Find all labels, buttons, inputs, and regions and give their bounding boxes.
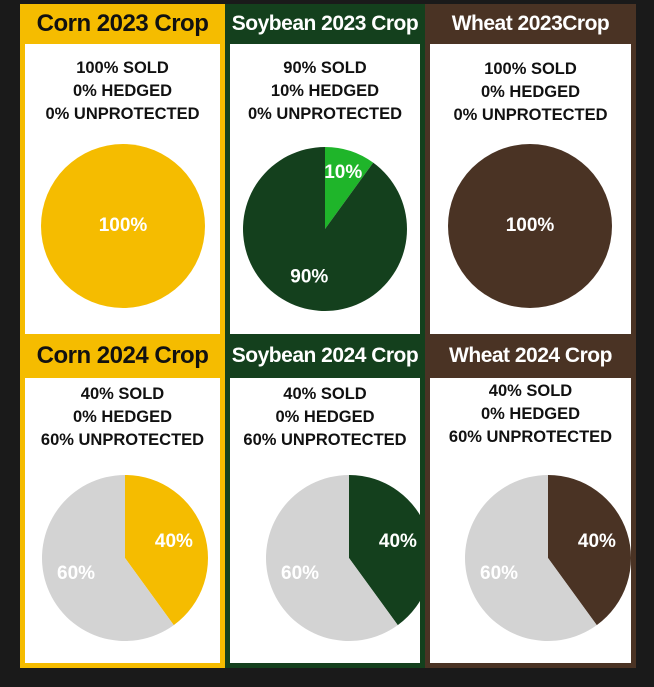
pie-slice-label: 10% (324, 162, 362, 183)
panel-title: Corn 2023 Crop (36, 10, 209, 37)
pie-slice (464, 475, 597, 641)
pie-chart: 40% 60% (265, 475, 425, 641)
pie-slice (548, 475, 631, 626)
panel-soybean-2024: Soybean 2024 Crop 40% SOLD 0% HEDGED 60%… (225, 334, 425, 668)
panel-title: Soybean 2023 Crop (231, 12, 419, 35)
panel-soybean-2023: Soybean 2023 Crop 90% SOLD 10% HEDGED 0%… (225, 4, 425, 334)
crop-protection-grid: Corn 2023 Crop 100% SOLD 0% HEDGED 0% UN… (20, 4, 636, 668)
panel-stats: 90% SOLD 10% HEDGED 0% UNPROTECTED (225, 57, 425, 126)
panel-title: Corn 2024 Crop (36, 342, 209, 369)
pie-slice (125, 475, 208, 626)
panel-stats: 40% SOLD 0% HEDGED 60% UNPROTECTED (225, 383, 425, 452)
unprotected-stat: 0% UNPROTECTED (247, 105, 403, 123)
panel-title: Soybean 2024 Crop (231, 344, 419, 367)
pie-slice-label: 60% (480, 563, 518, 584)
pie-slice-label: 90% (290, 266, 328, 287)
panel-stats: 40% SOLD 0% HEDGED 60% UNPROTECTED (20, 383, 225, 452)
panel-stats: 40% SOLD 0% HEDGED 60% UNPROTECTED (425, 380, 636, 449)
unprotected-stat: 60% UNPROTECTED (243, 431, 407, 449)
pie-slice (325, 147, 374, 229)
unprotected-stat: 60% UNPROTECTED (40, 431, 205, 449)
hedged-stat: 10% HEDGED (270, 82, 380, 100)
unprotected-stat: 60% UNPROTECTED (448, 428, 613, 446)
pie-slice (349, 475, 425, 626)
sold-stat: 90% SOLD (283, 59, 367, 77)
sold-stat: 100% SOLD (484, 60, 577, 78)
panel-stats: 100% SOLD 0% HEDGED 0% UNPROTECTED (425, 58, 636, 127)
pie-slice-label: 60% (281, 563, 319, 584)
sold-stat: 100% SOLD (76, 59, 169, 77)
panel-corn-2024: Corn 2024 Crop 40% SOLD 0% HEDGED 60% UN… (20, 334, 225, 668)
hedged-stat: 0% HEDGED (480, 405, 581, 423)
sold-stat: 40% SOLD (488, 382, 573, 400)
pie-slice-label: 100% (506, 215, 555, 236)
sold-stat: 40% SOLD (283, 385, 367, 403)
hedged-stat: 0% HEDGED (72, 82, 173, 100)
pie-slice (41, 144, 205, 308)
pie-chart: 100% (448, 144, 612, 308)
hedged-stat: 0% HEDGED (275, 408, 375, 426)
panel-wheat-2024: Wheat 2024 Crop 40% SOLD 0% HEDGED 60% U… (425, 334, 636, 668)
sold-stat: 40% SOLD (80, 385, 165, 403)
pie-slice (41, 475, 174, 641)
unprotected-stat: 0% UNPROTECTED (45, 105, 200, 123)
unprotected-stat: 0% UNPROTECTED (453, 106, 608, 124)
pie-chart: 100% (41, 144, 205, 308)
panel-stats: 100% SOLD 0% HEDGED 0% UNPROTECTED (20, 57, 225, 126)
pie-chart: 10% 90% (242, 146, 407, 311)
pie-chart: 40% 60% (464, 475, 631, 641)
panel-corn-2023: Corn 2023 Crop 100% SOLD 0% HEDGED 0% UN… (20, 4, 225, 334)
panel-title: Wheat 2024 Crop (449, 344, 612, 367)
pie-chart: 40% 60% (41, 475, 208, 641)
hedged-stat: 0% HEDGED (480, 83, 581, 101)
panel-wheat-2023: Wheat 2023Crop 100% SOLD 0% HEDGED 0% UN… (425, 4, 636, 334)
pie-slice (448, 144, 612, 308)
pie-slice-label: 40% (379, 531, 417, 552)
pie-slice (242, 146, 407, 311)
hedged-stat: 0% HEDGED (72, 408, 173, 426)
pie-slice-label: 40% (155, 531, 193, 552)
pie-slice-label: 60% (57, 563, 95, 584)
pie-slice (265, 475, 398, 641)
pie-slice-label: 100% (99, 215, 148, 236)
panel-title: Wheat 2023Crop (451, 12, 610, 35)
pie-slice-label: 40% (578, 531, 616, 552)
